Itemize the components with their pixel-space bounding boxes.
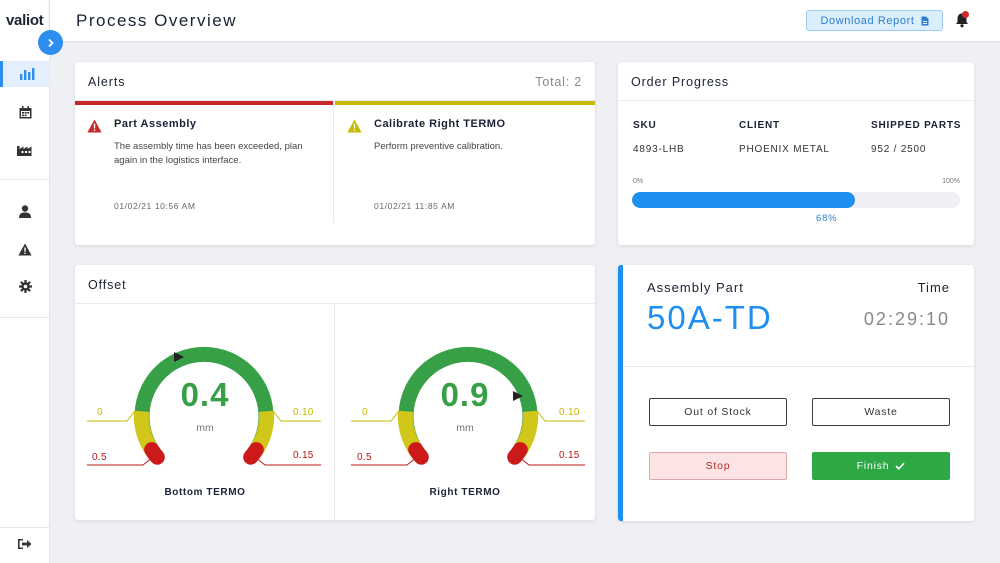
alert-severity-bar <box>75 101 333 105</box>
order-column-sku: SKU 4893-LHB <box>633 120 684 155</box>
sidebar-expand-button[interactable] <box>38 30 63 55</box>
client-value: PHOENIX METAL <box>739 144 830 155</box>
gauge-unit: mm <box>456 422 474 434</box>
sidebar-item-calendar[interactable] <box>0 99 50 125</box>
sidebar-item-alerts[interactable] <box>0 236 50 262</box>
gauge-divider <box>334 304 335 520</box>
order-column-shipped: SHIPPED PARTS 952 / 2500 <box>871 120 961 155</box>
gauge-right-yellow-label: 0.10 <box>559 407 580 418</box>
document-icon <box>921 16 928 25</box>
sku-label: SKU <box>633 120 657 131</box>
waste-button[interactable]: Waste <box>812 398 950 426</box>
gauge-name: Right TERMO <box>429 487 501 498</box>
alerts-header: Alerts Total: 2 <box>75 62 595 101</box>
progress-bar-fill <box>632 192 856 208</box>
alert-description: Perform preventive calibration. <box>374 141 503 152</box>
assembly-part-card: Assembly Part 50A-TD Time 02:29:10 Out o… <box>618 265 974 521</box>
factory-icon <box>17 145 32 156</box>
alerts-card: Alerts Total: 2 Part Assembly The assemb… <box>75 62 595 245</box>
alert-item[interactable]: Part Assembly The assembly time has been… <box>75 101 334 223</box>
sku-value: 4893-LHB <box>633 144 685 155</box>
stop-label: Stop <box>705 460 731 472</box>
waste-label: Waste <box>864 406 898 418</box>
error-triangle-icon <box>87 119 102 133</box>
warning-triangle-icon <box>347 119 362 133</box>
alert-title: Calibrate Right TERMO <box>374 118 506 130</box>
top-header: Process Overview Download Report <box>50 0 1000 41</box>
app-logo: valiot <box>6 12 44 29</box>
gauge-dial <box>351 346 585 466</box>
shipped-parts-label: SHIPPED PARTS <box>871 120 962 131</box>
alerts-title: Alerts <box>88 75 126 89</box>
gauge-value: 0.4 <box>180 376 230 413</box>
stop-button[interactable]: Stop <box>649 452 787 480</box>
gauge-value: 0.9 <box>440 376 490 413</box>
bar-chart-icon <box>19 68 34 80</box>
gauge-left-red-label: 0.5 <box>92 452 107 463</box>
progress-percent: 68% <box>816 213 838 224</box>
sidebar-item-logout[interactable] <box>0 531 50 557</box>
alert-date: 01/02/21 11:85 AM <box>374 201 455 211</box>
gauge-right-yellow-label: 0.10 <box>293 407 314 418</box>
time-value: 02:29:10 <box>863 309 950 329</box>
client-label: CLIENT <box>739 120 780 131</box>
progress-max-label: 100% <box>942 178 960 185</box>
logout-icon <box>18 539 32 549</box>
shipped-parts-value: 952 / 2500 <box>871 144 927 155</box>
download-report-button[interactable]: Download Report <box>806 10 943 31</box>
calendar-icon <box>19 105 31 118</box>
order-progress-card: Order Progress SKU 4893-LHB CLIENT PHOEN… <box>618 62 974 245</box>
download-report-label: Download Report <box>820 14 915 27</box>
sidebar-divider <box>0 527 50 528</box>
chevron-right-icon <box>47 38 54 47</box>
sidebar-divider <box>0 179 50 180</box>
finish-button[interactable]: Finish <box>812 452 950 480</box>
alert-item[interactable]: Calibrate Right TERMO Perform preventive… <box>335 101 595 223</box>
out-of-stock-button[interactable]: Out of Stock <box>649 398 787 426</box>
order-progress-header: Order Progress <box>618 62 974 101</box>
alert-severity-bar <box>335 101 595 105</box>
sidebar: valiot <box>0 0 50 563</box>
alerts-total: Total: 2 <box>535 75 582 89</box>
gauge-right-red-label: 0.15 <box>559 450 580 461</box>
sidebar-item-settings[interactable] <box>0 273 50 299</box>
order-column-client: CLIENT PHOENIX METAL <box>739 120 830 155</box>
alert-description: The assembly time has been exceeded, pla… <box>114 141 303 166</box>
gauge-bottom-termo: 0 0.5 0.10 0.15 0.4 mm Bottom TERMO <box>75 304 335 520</box>
assembly-part-label: Assembly Part <box>647 280 744 295</box>
sidebar-divider <box>0 317 50 318</box>
gauge-left-red-label: 0.5 <box>357 452 372 463</box>
time-label: Time <box>917 280 950 295</box>
gauge-name: Bottom TERMO <box>164 487 246 498</box>
offset-title: Offset <box>88 278 127 292</box>
assembly-divider <box>623 366 974 367</box>
assembly-part-value: 50A-TD <box>647 299 773 336</box>
gauge-left-yellow-label: 0 <box>362 407 368 418</box>
offset-card: Offset 0 0.5 0.10 0.15 0.4 mm Bottom TER… <box>75 265 595 520</box>
out-of-stock-label: Out of Stock <box>684 406 752 418</box>
offset-header: Offset <box>75 265 595 304</box>
sidebar-item-user[interactable] <box>0 198 50 224</box>
progress-min-label: 0% <box>633 178 644 185</box>
gauge-right-red-label: 0.15 <box>293 450 314 461</box>
user-icon <box>19 204 31 218</box>
gauge-dial <box>87 346 321 466</box>
alert-title: Part Assembly <box>114 118 197 130</box>
page-title: Process Overview <box>76 11 237 30</box>
checkmark-icon <box>895 462 905 470</box>
gauge-right-termo: 0 0.5 0.10 0.15 0.9 mm Right TERMO <box>335 304 595 520</box>
assembly-accent-bar <box>618 265 623 521</box>
sidebar-item-factory[interactable] <box>0 136 50 162</box>
gear-icon <box>18 279 32 293</box>
progress-bar <box>632 192 960 208</box>
warning-icon <box>18 243 32 255</box>
alert-date: 01/02/21 10:56 AM <box>114 201 196 211</box>
finish-label: Finish <box>856 460 890 472</box>
notification-badge <box>962 11 969 18</box>
order-progress-title: Order Progress <box>631 75 730 89</box>
gauge-unit: mm <box>196 422 214 434</box>
gauge-left-yellow-label: 0 <box>97 407 103 418</box>
sidebar-item-dashboard[interactable] <box>0 61 50 87</box>
